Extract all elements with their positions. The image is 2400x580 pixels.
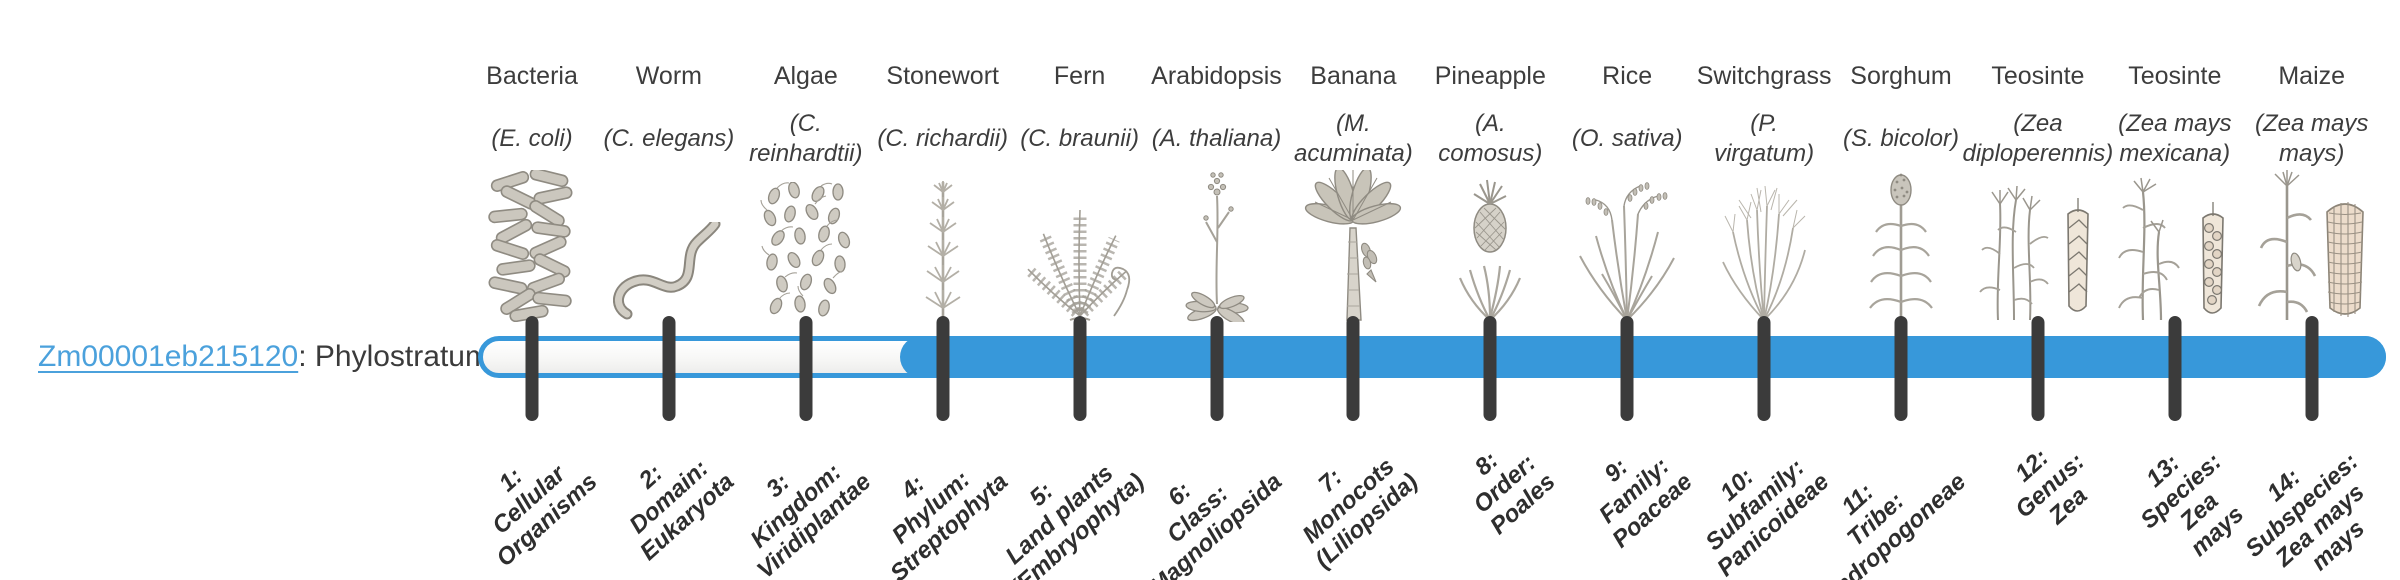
- stratum-label: 3: Kingdom: Viridiplantae: [745, 458, 876, 580]
- organism-species: (Zea diploperennis): [1962, 110, 2114, 167]
- phylostratum-tick: [1210, 316, 1223, 421]
- stratum-label: 6: Class: Magnoliopsida: [1143, 468, 1287, 580]
- phylostratum-tick: [799, 316, 813, 421]
- stratum-label: 12: Genus: Zea: [2010, 444, 2093, 530]
- worm-illustration: [593, 170, 745, 322]
- phylostratum-tick: [936, 316, 950, 421]
- rice-illustration: [1551, 170, 1703, 322]
- phylostratum-tick: [2305, 316, 2319, 421]
- stratum-label: 13: Species: Zea mays: [2135, 448, 2250, 562]
- switchgrass-illustration: [1688, 170, 1840, 322]
- organism-name: Algae: [773, 62, 838, 90]
- phylostratum-tick: [1894, 316, 1908, 421]
- phylostratum-tick: [2168, 316, 2182, 421]
- algae-illustration: [730, 170, 882, 322]
- phylostratum-bar-fill: [900, 336, 2386, 378]
- bacteria-illustration: [456, 170, 608, 322]
- organism-name: Arabidopsis: [1151, 62, 1282, 90]
- organism-species: (S. bicolor): [1842, 125, 1960, 152]
- stratum-label: 9: Family: Poaceae: [1593, 452, 1698, 554]
- phylostratum-tick: [1620, 316, 1634, 421]
- organism-species: (M. acuminata): [1294, 110, 1413, 167]
- organism-species: (O. sativa): [1571, 125, 1683, 152]
- organism-species: (C. reinhardtii): [749, 110, 863, 167]
- organism-species: (P. virgatum): [1714, 110, 1815, 167]
- stratum-label: 1: Cellular Organisms: [486, 460, 603, 573]
- organism-name: Sorghum: [1850, 62, 1952, 90]
- organism-name: Teosinte: [2128, 62, 2222, 90]
- organism-name: Pineapple: [1434, 62, 1546, 90]
- stratum-label: 8: Order: Poales: [1468, 446, 1561, 540]
- organism-species: (A. comosus): [1438, 110, 1543, 167]
- organism-species: (C. braunii): [1020, 125, 1139, 152]
- organism-name: Fern: [1053, 62, 1106, 90]
- stratum-label: 2: Domain: Eukaryota: [624, 454, 740, 566]
- phylostratum-tick: [1757, 316, 1771, 421]
- maize-illustration: [2236, 170, 2388, 322]
- organism-name: Switchgrass: [1696, 62, 1832, 90]
- phylostratum-tick: [525, 316, 539, 421]
- organism-name: Bacteria: [486, 62, 578, 90]
- organism-species: (Zea mays mexicana): [2118, 110, 2232, 167]
- organism-name: Maize: [2278, 62, 2346, 90]
- organism-species: (A. thaliana): [1151, 125, 1282, 152]
- teosinte-diploperennis-illustration: [1962, 170, 2114, 322]
- organism-name: Worm: [635, 62, 702, 90]
- organism-name: Rice: [1602, 62, 1653, 90]
- stratum-label: 7: Monocots (Liliopsida): [1297, 452, 1424, 574]
- organism-species: (C. elegans): [603, 125, 735, 152]
- organism-name: Stonewort: [886, 62, 999, 90]
- stonewort-illustration: [867, 170, 1019, 322]
- organism-name: Teosinte: [1991, 62, 2085, 90]
- pineapple-illustration: [1414, 170, 1566, 322]
- fern-illustration: [1004, 170, 1156, 322]
- phylostratum-tick: [662, 316, 676, 421]
- phylostratum-tick: [2031, 316, 2045, 421]
- phylostratum-tick: [1483, 316, 1497, 421]
- gene-row-label: Zm00001eb215120: Phylostratum 4: [38, 338, 515, 376]
- organism-species: (Zea mays mays): [2255, 110, 2369, 167]
- arabidopsis-illustration: [1141, 170, 1293, 322]
- phylostratum-tick: [1073, 316, 1087, 421]
- banana-illustration: [1277, 170, 1429, 322]
- organism-species: (E. coli): [491, 125, 573, 152]
- organism-species: (C. richardii): [877, 125, 1009, 152]
- organism-name: Banana: [1310, 62, 1397, 90]
- gene-link[interactable]: Zm00001eb215120: [38, 340, 299, 373]
- sorghum-illustration: [1825, 170, 1977, 322]
- phylostratum-tick: [1346, 316, 1360, 421]
- teosinte-mexicana-illustration: [2099, 170, 2251, 322]
- stratum-label: 14: Subspecies: Zea mays mays: [2240, 448, 2371, 577]
